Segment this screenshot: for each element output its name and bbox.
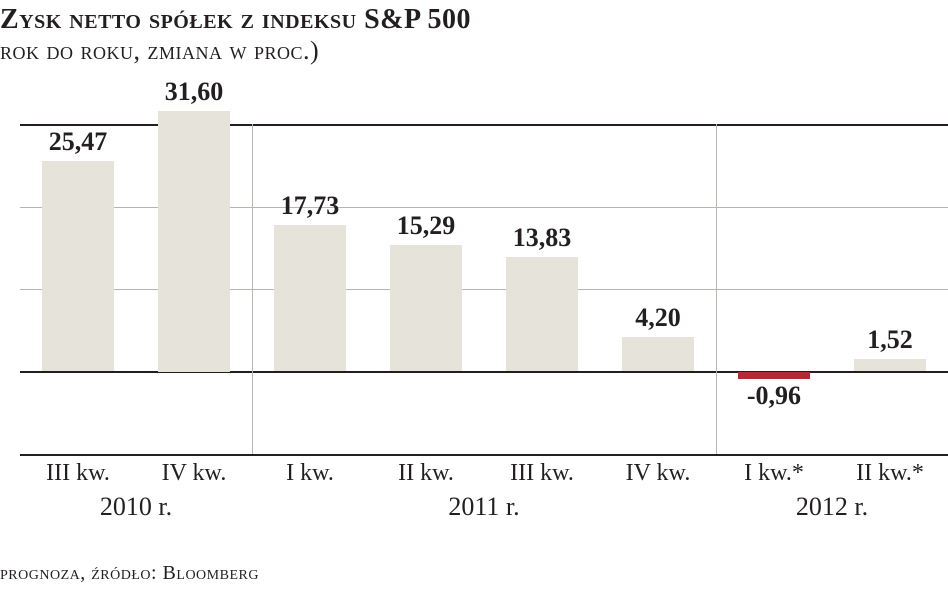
bar-value-label: -0,96 — [738, 381, 810, 411]
page-root: Zysk netto spółek z indeksu S&P 500 rok … — [0, 0, 948, 593]
chart: 25,47 31,60 17,73 15,29 13,83 4,20 -0,96 1,52 I… — [0, 84, 948, 534]
bar-slot: 4,20 — [622, 124, 694, 454]
group-separator — [716, 124, 717, 454]
quarter-label: III kw. — [484, 460, 600, 487]
quarter-label: I kw.* — [716, 460, 832, 487]
group-separator — [252, 124, 253, 454]
bar-slot: 13,83 — [506, 124, 578, 454]
bar-value-label: 13,83 — [506, 223, 578, 253]
bar-slot: 17,73 — [274, 124, 346, 454]
chart-container: 25,47 31,60 17,73 15,29 13,83 4,20 -0,96 1,52 I… — [0, 84, 948, 534]
quarter-labels-row: III kw.IV kw.I kw.II kw.III kw.IV kw.I k… — [20, 460, 948, 487]
quarter-label: II kw. — [368, 460, 484, 487]
quarter-label: IV kw. — [136, 460, 252, 487]
year-label: 2012 r. — [716, 492, 948, 522]
year-label: 2010 r. — [20, 492, 252, 522]
year-label: 2011 r. — [252, 492, 716, 522]
bar-rect — [738, 372, 810, 380]
bar-rect — [42, 161, 114, 371]
bar-value-label: 4,20 — [622, 303, 694, 333]
quarter-label: IV kw. — [600, 460, 716, 487]
bar-rect — [854, 359, 926, 372]
bar-rect — [390, 245, 462, 371]
bar-value-label: 1,52 — [854, 325, 926, 355]
year-labels-row: 2010 r.2011 r.2012 r. — [20, 492, 948, 522]
chart-title: Zysk netto spółek z indeksu S&P 500 — [0, 4, 948, 36]
bar-rect — [506, 257, 578, 371]
quarter-label: I kw. — [252, 460, 368, 487]
plot-border — [20, 454, 948, 456]
plot-area: 25,47 31,60 17,73 15,29 13,83 4,20 -0,96 1,52 — [20, 124, 948, 454]
bar-rect — [274, 225, 346, 371]
bar-slot: 25,47 — [42, 124, 114, 454]
bar-slot: 1,52 — [854, 124, 926, 454]
bar-slot: -0,96 — [738, 124, 810, 454]
bar-value-label: 17,73 — [274, 191, 346, 221]
quarter-label: II kw.* — [832, 460, 948, 487]
bar-value-label: 25,47 — [42, 127, 114, 157]
bar-rect — [158, 111, 230, 372]
subtitle-close-paren: ) — [310, 36, 319, 65]
bar-value-label: 31,60 — [158, 77, 230, 107]
chart-subtitle: rok do roku, zmiana w proc.) — [0, 36, 948, 66]
bar-value-label: 15,29 — [390, 211, 462, 241]
source-footnote: prognoza, źródło: Bloomberg — [0, 562, 259, 585]
bar-slot: 31,60 — [158, 124, 230, 454]
bar-slot: 15,29 — [390, 124, 462, 454]
bar-rect — [622, 337, 694, 372]
quarter-label: III kw. — [20, 460, 136, 487]
subtitle-text: rok do roku, zmiana w proc. — [0, 36, 310, 65]
